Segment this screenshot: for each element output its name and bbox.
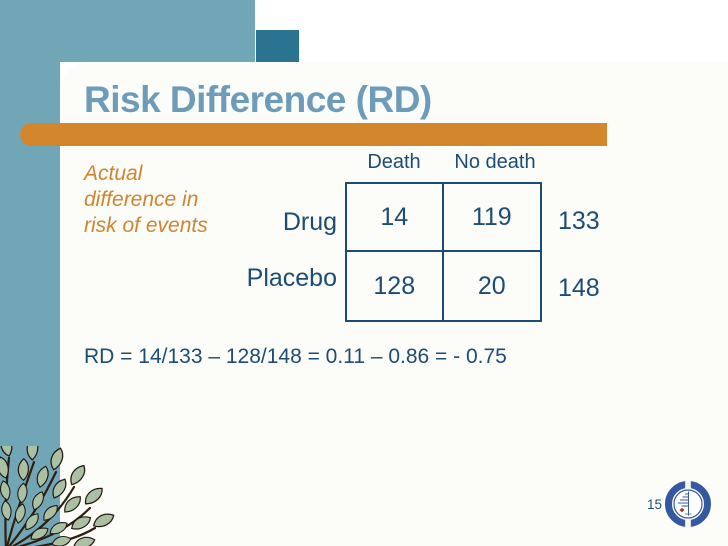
row-total-placebo: 148 bbox=[558, 274, 600, 302]
page-number: 15 bbox=[646, 497, 662, 512]
row-header-drug: Drug bbox=[282, 208, 337, 236]
column-header-death: Death bbox=[367, 151, 421, 173]
table-cell-placebo-death: 128 bbox=[347, 252, 444, 320]
side-note-line: risk of events bbox=[84, 214, 208, 237]
row-header-placebo: Placebo bbox=[246, 264, 337, 292]
column-header-no-death: No death bbox=[454, 151, 536, 173]
table-cell-drug-death: 14 bbox=[347, 184, 444, 252]
side-note: Actual difference in risk of events bbox=[84, 161, 264, 239]
forest-plot-circle-logo-icon bbox=[665, 479, 711, 529]
table-cell-drug-nodeath: 119 bbox=[443, 184, 540, 252]
side-note-line: Actual bbox=[84, 162, 143, 185]
side-note-line: difference in bbox=[84, 188, 199, 211]
orange-accent-bar bbox=[20, 123, 607, 146]
table-cell-placebo-nodeath: 20 bbox=[477, 271, 506, 300]
contingency-table: 14 119 128 20 bbox=[345, 182, 542, 322]
rd-formula: RD = 14/133 – 128/148 = 0.11 – 0.86 = - … bbox=[84, 345, 507, 368]
slide-title: Risk Difference (RD) bbox=[84, 79, 432, 120]
row-total-drug: 133 bbox=[558, 207, 600, 235]
tree-leaves-icon bbox=[0, 446, 117, 546]
